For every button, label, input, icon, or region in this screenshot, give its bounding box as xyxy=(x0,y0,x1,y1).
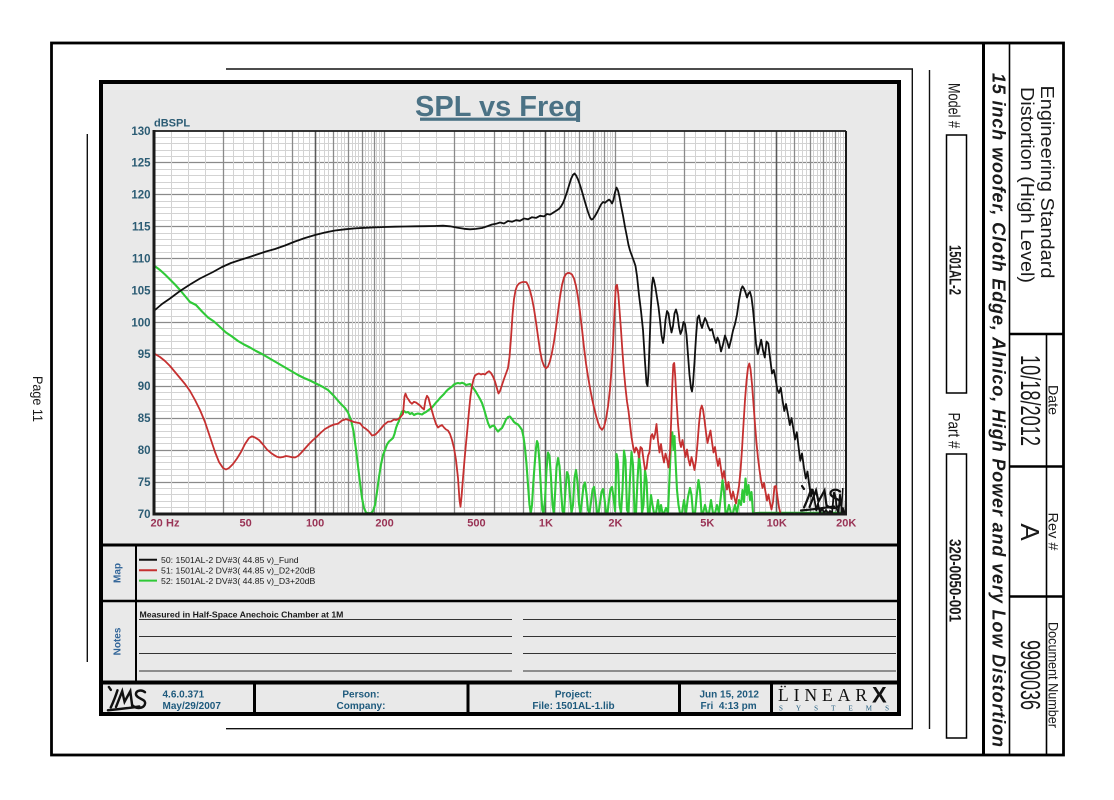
svg-text:May/29/2007: May/29/2007 xyxy=(163,701,222,712)
svg-text:52: 1501AL-2 DV#3( 44.85 v)_D3: 52: 1501AL-2 DV#3( 44.85 v)_D3+20dB xyxy=(161,576,316,586)
svg-text:85: 85 xyxy=(138,413,151,425)
svg-text:5K: 5K xyxy=(700,518,714,530)
svg-text:50: 1501AL-2 DV#3( 44.85 v)_Fu: 50: 1501AL-2 DV#3( 44.85 v)_Fund xyxy=(161,555,299,565)
svg-text:Model #: Model # xyxy=(945,83,963,129)
svg-text:Distortion (High Level): Distortion (High Level) xyxy=(1017,87,1037,283)
svg-text:120: 120 xyxy=(131,190,150,202)
svg-text:110: 110 xyxy=(132,253,151,265)
svg-text:105: 105 xyxy=(131,285,151,297)
svg-text:Notes: Notes xyxy=(113,627,124,655)
svg-text:51: 1501AL-2 DV#3( 44.85 v)_D2: 51: 1501AL-2 DV#3( 44.85 v)_D2+20dB xyxy=(161,565,316,575)
svg-text:Date: Date xyxy=(1046,385,1062,415)
svg-text:A: A xyxy=(1015,523,1045,541)
svg-text:Rev #: Rev # xyxy=(1046,513,1062,551)
svg-text:1501AL-2: 1501AL-2 xyxy=(946,245,965,295)
svg-text:320-0050-001: 320-0050-001 xyxy=(946,539,965,622)
svg-text:1K: 1K xyxy=(539,518,553,530)
svg-text:Engineering Standard: Engineering Standard xyxy=(1037,85,1057,278)
svg-text:100: 100 xyxy=(131,317,150,329)
svg-text:100: 100 xyxy=(306,518,324,530)
svg-text:20: 20 xyxy=(151,518,163,530)
svg-text:Part #: Part # xyxy=(945,413,963,450)
svg-text:50: 50 xyxy=(240,518,252,530)
svg-text:130: 130 xyxy=(131,126,150,138)
svg-text:500: 500 xyxy=(467,518,485,530)
svg-text:95: 95 xyxy=(138,349,151,361)
svg-text:Person:: Person: xyxy=(342,690,379,701)
svg-text:125: 125 xyxy=(131,158,151,170)
svg-text:Project:: Project: xyxy=(555,690,592,701)
svg-text:75: 75 xyxy=(138,477,151,489)
svg-text:10/18/2012: 10/18/2012 xyxy=(1015,355,1046,446)
svg-text:10K: 10K xyxy=(767,518,787,530)
svg-text:80: 80 xyxy=(138,445,151,457)
svg-text:dBSPL: dBSPL xyxy=(154,118,190,130)
svg-text:200: 200 xyxy=(375,518,393,530)
svg-text:115: 115 xyxy=(132,222,151,234)
svg-text:Map: Map xyxy=(113,563,124,583)
svg-text:X: X xyxy=(872,683,887,708)
svg-text:Page 11: Page 11 xyxy=(30,376,45,422)
svg-text:SYSTEMS: SYSTEMS xyxy=(779,705,889,713)
svg-text:2K: 2K xyxy=(608,518,622,530)
svg-text:Document Number: Document Number xyxy=(1046,622,1062,728)
svg-text:90: 90 xyxy=(138,381,151,393)
svg-text:Jun 15, 2012: Jun 15, 2012 xyxy=(700,690,760,701)
svg-text:Company:: Company: xyxy=(337,701,386,712)
svg-text:Fri 4:13 pm: Fri 4:13 pm xyxy=(701,701,757,712)
svg-text:Hz: Hz xyxy=(166,518,180,530)
svg-text:70: 70 xyxy=(138,509,151,521)
svg-text:20K: 20K xyxy=(836,518,856,530)
svg-text:15 inch woofer, Cloth Edge, Al: 15 inch woofer, Cloth Edge, Alnico, High… xyxy=(989,73,1009,747)
svg-text:4.6.0.371: 4.6.0.371 xyxy=(163,690,205,701)
svg-text:Measured in Half-Space Anechoi: Measured in Half-Space Anechoic Chamber … xyxy=(140,610,344,620)
svg-text:9990036: 9990036 xyxy=(1015,640,1046,710)
svg-text:File: 1501AL-1.lib: File: 1501AL-1.lib xyxy=(532,701,614,712)
